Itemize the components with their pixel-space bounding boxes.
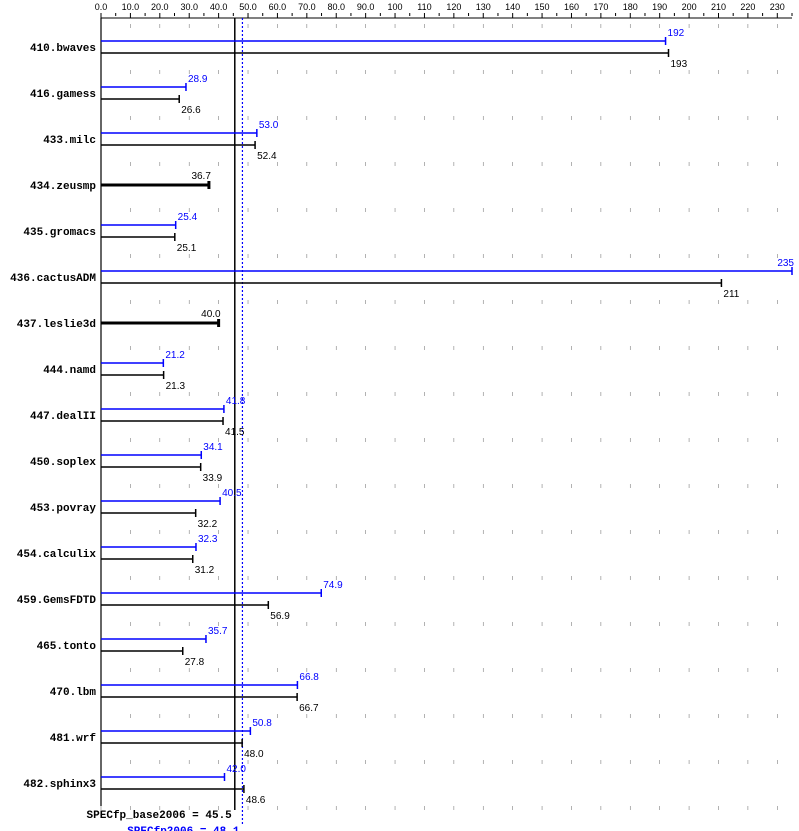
axis-tick-label: 140 (505, 2, 520, 12)
value-label-base: 26.6 (181, 105, 201, 116)
benchmark-label: 481.wrf (50, 733, 97, 745)
value-label-peak: 192 (668, 28, 685, 39)
benchmark-label: 454.calculix (17, 549, 97, 561)
benchmark-label: 444.namd (43, 365, 96, 377)
axis-tick-label: 150 (535, 2, 550, 12)
value-label-base: 32.2 (198, 519, 218, 530)
value-label-peak: 28.9 (188, 74, 208, 85)
benchmark-label: 433.milc (43, 135, 96, 147)
value-label-peak: 74.9 (323, 580, 343, 591)
axis-tick-label: 210 (711, 2, 726, 12)
axis-tick-label: 220 (740, 2, 755, 12)
value-label-peak: 50.8 (252, 718, 272, 729)
value-label-peak: 42.0 (226, 764, 246, 775)
benchmark-label: 447.dealII (30, 411, 96, 423)
value-label-base: 36.7 (191, 171, 211, 182)
axis-tick-label: 190 (652, 2, 667, 12)
axis-tick-label: 130 (476, 2, 491, 12)
axis-tick-label: 10.0 (122, 2, 140, 12)
value-label-base: 48.0 (244, 749, 264, 760)
value-label-peak: 34.1 (203, 442, 223, 453)
axis-tick-label: 0.0 (95, 2, 108, 12)
value-label-base: 66.7 (299, 703, 319, 714)
benchmark-label: 459.GemsFDTD (17, 595, 97, 607)
axis-tick-label: 30.0 (180, 2, 198, 12)
value-label-peak: 21.2 (165, 350, 185, 361)
benchmark-label: 437.leslie3d (17, 319, 96, 331)
value-label-base: 193 (671, 59, 688, 70)
value-label-base: 21.3 (166, 381, 186, 392)
footer-peak-label: SPECfp2006 = 48.1 (127, 826, 240, 831)
value-label-peak: 25.4 (178, 212, 198, 223)
benchmark-label: 453.povray (30, 503, 96, 515)
value-label-base: 48.6 (246, 795, 266, 806)
value-label-peak: 53.0 (259, 120, 279, 131)
value-label-base: 211 (723, 289, 739, 300)
axis-tick-label: 230 (770, 2, 785, 12)
value-label-peak: 235 (777, 258, 794, 269)
benchmark-label: 482.sphinx3 (23, 779, 96, 791)
value-label-base: 56.9 (270, 611, 290, 622)
value-label-base: 25.1 (177, 243, 197, 254)
value-label-base: 33.9 (203, 473, 223, 484)
axis-tick-label: 100 (388, 2, 403, 12)
axis-tick-label: 120 (446, 2, 461, 12)
benchmark-label: 450.soplex (30, 457, 96, 469)
axis-tick-label: 90.0 (357, 2, 375, 12)
value-label-peak: 40.5 (222, 488, 242, 499)
axis-tick-label: 80.0 (327, 2, 345, 12)
axis-tick-label: 50.0 (239, 2, 257, 12)
axis-tick-label: 110 (417, 2, 431, 12)
value-label-peak: 66.8 (299, 672, 319, 683)
footer-base-label: SPECfp_base2006 = 45.5 (87, 810, 233, 822)
value-label-base: 40.0 (201, 309, 221, 320)
axis-tick-label: 20.0 (151, 2, 169, 12)
value-label-peak: 32.3 (198, 534, 218, 545)
benchmark-label: 436.cactusADM (10, 273, 96, 285)
benchmark-label: 465.tonto (37, 641, 97, 653)
benchmark-label: 435.gromacs (23, 227, 96, 239)
specfp-chart: 0.0 10.0 20.0 30.0 40.0 50.0 60.0 70.0 80.0 90.0 1… (0, 0, 799, 831)
axis-tick-label: 40.0 (210, 2, 228, 12)
axis-tick-label: 160 (564, 2, 579, 12)
benchmark-label: 470.lbm (50, 687, 97, 699)
axis-tick-label: 200 (682, 2, 697, 12)
value-label-peak: 35.7 (208, 626, 228, 637)
axis-tick-label: 170 (593, 2, 608, 12)
benchmark-label: 434.zeusmp (30, 181, 96, 193)
value-label-base: 52.4 (257, 151, 277, 162)
axis-tick-label: 60.0 (269, 2, 287, 12)
benchmark-label: 410.bwaves (30, 43, 96, 55)
axis-tick-label: 70.0 (298, 2, 316, 12)
benchmark-label: 416.gamess (30, 89, 96, 101)
value-label-base: 31.2 (195, 565, 215, 576)
value-label-peak: 41.8 (226, 396, 246, 407)
axis-tick-label: 180 (623, 2, 638, 12)
value-label-base: 27.8 (185, 657, 205, 668)
value-label-base: 41.5 (225, 427, 245, 438)
